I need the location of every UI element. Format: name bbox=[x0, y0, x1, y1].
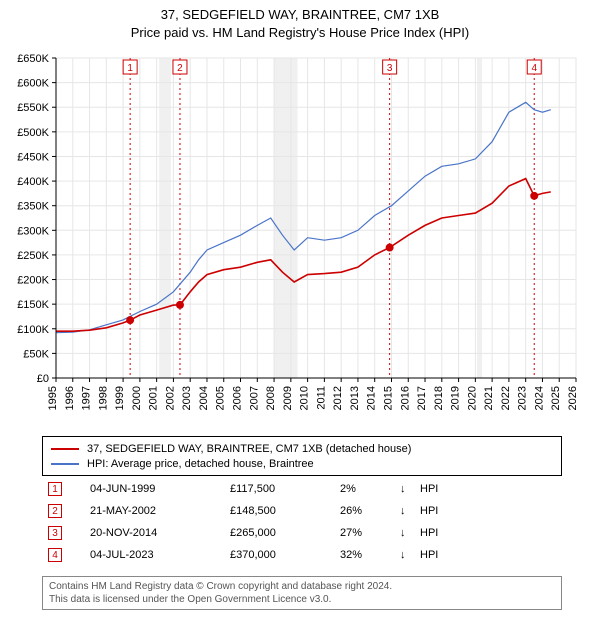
marker-suffix: HPI bbox=[420, 527, 460, 539]
chart-area: £0 £50K £100K £150K £200K £250K £300K £350K £400… bbox=[0, 48, 600, 428]
y-tick-label: £500K bbox=[17, 127, 49, 139]
marker-table: 104-JUN-1999£117,5002%↓HPI221-MAY-2002£1… bbox=[42, 478, 562, 566]
x-tick-label: 1995 bbox=[47, 386, 59, 410]
x-tick-label: 2025 bbox=[550, 386, 562, 410]
x-tick-label: 2022 bbox=[500, 386, 512, 410]
legend-swatch bbox=[51, 463, 79, 465]
marker-date: 04-JUL-2023 bbox=[90, 549, 230, 561]
marker-price: £117,500 bbox=[230, 483, 340, 495]
x-tick-label: 1997 bbox=[81, 386, 93, 410]
x-tick-label: 2017 bbox=[416, 386, 428, 410]
x-tick-label: 2014 bbox=[366, 386, 378, 410]
footer-line2: This data is licensed under the Open Gov… bbox=[49, 593, 555, 606]
x-tick-label: 2002 bbox=[164, 386, 176, 410]
marker-price: £370,000 bbox=[230, 549, 340, 561]
marker-suffix: HPI bbox=[420, 549, 460, 561]
x-tick-label: 2024 bbox=[533, 386, 545, 410]
marker-row: 1 04-JUN-1999£117,5002%↓HPI bbox=[42, 478, 562, 500]
x-tick-label: 2026 bbox=[567, 386, 579, 410]
down-arrow-icon: ↓ bbox=[400, 549, 420, 561]
chart-title-block: 37, SEDGEFIELD WAY, BRAINTREE, CM7 1XB P… bbox=[0, 0, 600, 42]
x-tick-label: 2021 bbox=[483, 386, 495, 410]
y-tick-label: £300K bbox=[17, 225, 49, 237]
marker-price: £265,000 bbox=[230, 527, 340, 539]
marker-number: 4 bbox=[48, 548, 62, 562]
y-tick-label: £400K bbox=[17, 176, 49, 188]
y-tick-label: £650K bbox=[17, 53, 49, 65]
marker-date: 04-JUN-1999 bbox=[90, 483, 230, 495]
x-tick-label: 1998 bbox=[97, 386, 109, 410]
x-tick-label: 2004 bbox=[198, 386, 210, 410]
price-marker bbox=[176, 301, 184, 309]
marker-price: £148,500 bbox=[230, 505, 340, 517]
marker-pct: 32% bbox=[340, 549, 400, 561]
x-tick-label: 2001 bbox=[148, 386, 160, 410]
legend-row: HPI: Average price, detached house, Brai… bbox=[51, 456, 553, 471]
x-tick-label: 2023 bbox=[517, 386, 529, 410]
marker-suffix: HPI bbox=[420, 505, 460, 517]
x-tick-label: 2010 bbox=[299, 386, 311, 410]
vline-label: 2 bbox=[177, 63, 183, 74]
marker-suffix: HPI bbox=[420, 483, 460, 495]
x-tick-label: 2018 bbox=[433, 386, 445, 410]
x-tick-label: 2009 bbox=[282, 386, 294, 410]
y-tick-label: £100K bbox=[17, 324, 49, 336]
x-tick-label: 2013 bbox=[349, 386, 361, 410]
vline-label: 3 bbox=[387, 63, 393, 74]
down-arrow-icon: ↓ bbox=[400, 505, 420, 517]
price-marker bbox=[530, 192, 538, 200]
y-tick-label: £450K bbox=[17, 151, 49, 163]
price-marker bbox=[386, 244, 394, 252]
legend-label: 37, SEDGEFIELD WAY, BRAINTREE, CM7 1XB (… bbox=[87, 443, 411, 455]
x-tick-label: 2007 bbox=[248, 386, 260, 410]
marker-number: 1 bbox=[48, 482, 62, 496]
x-tick-label: 2015 bbox=[382, 386, 394, 410]
footer-attribution: Contains HM Land Registry data © Crown c… bbox=[42, 576, 562, 610]
legend-row: 37, SEDGEFIELD WAY, BRAINTREE, CM7 1XB (… bbox=[51, 441, 553, 456]
x-tick-label: 1999 bbox=[114, 386, 126, 410]
chart-svg: £0 £50K £100K £150K £200K £250K £300K £350K £400… bbox=[0, 48, 600, 428]
y-tick-label: £150K bbox=[17, 299, 49, 311]
marker-row: 2 21-MAY-2002£148,50026%↓HPI bbox=[42, 500, 562, 522]
footer-line1: Contains HM Land Registry data © Crown c… bbox=[49, 580, 555, 593]
x-tick-label: 2019 bbox=[450, 386, 462, 410]
marker-pct: 2% bbox=[340, 483, 400, 495]
y-tick-label: £550K bbox=[17, 102, 49, 114]
marker-pct: 26% bbox=[340, 505, 400, 517]
x-tick-label: 2012 bbox=[332, 386, 344, 410]
x-tick-label: 2005 bbox=[215, 386, 227, 410]
y-tick-label: £0 bbox=[37, 373, 49, 385]
down-arrow-icon: ↓ bbox=[400, 527, 420, 539]
y-tick-label: £350K bbox=[17, 201, 49, 213]
marker-date: 20-NOV-2014 bbox=[90, 527, 230, 539]
y-tick-label: £50K bbox=[23, 348, 49, 360]
marker-row: 3 20-NOV-2014£265,00027%↓HPI bbox=[42, 522, 562, 544]
marker-number: 3 bbox=[48, 526, 62, 540]
marker-row: 4 04-JUL-2023£370,00032%↓HPI bbox=[42, 544, 562, 566]
vline-label: 1 bbox=[127, 63, 133, 74]
legend-label: HPI: Average price, detached house, Brai… bbox=[87, 458, 314, 470]
y-tick-label: £250K bbox=[17, 250, 49, 262]
title-line2: Price paid vs. HM Land Registry's House … bbox=[0, 24, 600, 42]
marker-pct: 27% bbox=[340, 527, 400, 539]
legend-box: 37, SEDGEFIELD WAY, BRAINTREE, CM7 1XB (… bbox=[42, 436, 562, 476]
y-tick-label: £200K bbox=[17, 275, 49, 287]
down-arrow-icon: ↓ bbox=[400, 483, 420, 495]
x-tick-label: 2006 bbox=[232, 386, 244, 410]
x-tick-label: 2020 bbox=[466, 386, 478, 410]
x-tick-label: 2008 bbox=[265, 386, 277, 410]
x-tick-label: 2003 bbox=[181, 386, 193, 410]
x-tick-label: 2016 bbox=[399, 386, 411, 410]
marker-number: 2 bbox=[48, 504, 62, 518]
vline-label: 4 bbox=[531, 63, 537, 74]
y-tick-label: £600K bbox=[17, 78, 49, 90]
x-tick-label: 1996 bbox=[64, 386, 76, 410]
title-line1: 37, SEDGEFIELD WAY, BRAINTREE, CM7 1XB bbox=[0, 6, 600, 24]
x-tick-label: 2011 bbox=[315, 386, 327, 410]
x-tick-label: 2000 bbox=[131, 386, 143, 410]
price-marker bbox=[126, 316, 134, 324]
marker-date: 21-MAY-2002 bbox=[90, 505, 230, 517]
legend-swatch bbox=[51, 448, 79, 450]
